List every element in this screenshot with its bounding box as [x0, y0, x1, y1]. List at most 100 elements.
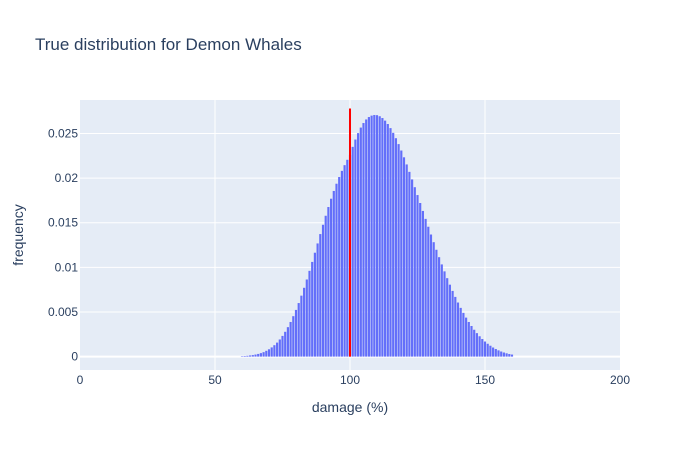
histogram-bar	[346, 160, 348, 357]
histogram-bar	[260, 353, 262, 356]
histogram-bar	[468, 322, 470, 357]
y-tick-label: 0.02	[55, 171, 79, 185]
histogram-bar	[335, 184, 337, 357]
y-tick-label: 0.015	[48, 216, 78, 230]
histogram-bar	[300, 296, 302, 357]
histogram-bar	[419, 203, 421, 357]
histogram-bar	[341, 171, 343, 357]
histogram-bar	[481, 339, 483, 357]
histogram-bar	[368, 117, 370, 357]
histogram-bar	[244, 356, 246, 357]
histogram-bar	[273, 345, 275, 356]
histogram-bar	[408, 172, 410, 357]
histogram-bar	[503, 353, 505, 357]
histogram-bar	[263, 352, 265, 356]
x-tick-label: 100	[340, 373, 360, 387]
histogram-bar	[433, 242, 435, 356]
histogram-bar	[308, 271, 310, 357]
histogram-bar	[395, 138, 397, 356]
histogram-bar	[325, 216, 327, 357]
histogram-bar	[330, 199, 332, 357]
histogram-bar	[365, 119, 367, 356]
x-tick-label: 200	[610, 373, 630, 387]
histogram-bar	[295, 310, 297, 357]
histogram-bar	[306, 279, 308, 356]
histogram-bar	[500, 352, 502, 357]
histogram-bar	[303, 288, 305, 357]
histogram-bar	[279, 339, 281, 356]
histogram-bar	[344, 165, 346, 356]
histogram-bar	[400, 151, 402, 357]
histogram-bar	[298, 303, 300, 357]
histogram-bar	[484, 342, 486, 357]
histogram-bar	[462, 313, 464, 357]
histogram-bar	[454, 297, 456, 357]
histogram-bar	[362, 123, 364, 357]
chart-title: True distribution for Demon Whales	[35, 35, 302, 54]
histogram-bar	[476, 333, 478, 356]
y-tick-label: 0.01	[55, 260, 79, 274]
histogram-bar	[333, 191, 335, 357]
histogram-bar	[249, 355, 251, 356]
histogram-bar	[506, 353, 508, 356]
histogram-bar	[487, 344, 489, 357]
histogram-bar	[290, 322, 292, 357]
histogram-bar	[427, 227, 429, 357]
y-axis-title: frequency	[10, 204, 26, 265]
histogram-bar	[441, 264, 443, 356]
histogram-bar	[430, 235, 432, 357]
y-tick-label: 0.005	[48, 305, 78, 319]
histogram-bar	[495, 349, 497, 357]
histogram-bar	[268, 349, 270, 356]
histogram-bar	[319, 234, 321, 357]
histogram-bar	[403, 157, 405, 356]
histogram-bar	[354, 140, 356, 357]
histogram-bar	[360, 128, 362, 357]
x-tick-label: 150	[475, 373, 495, 387]
histogram-bar	[276, 343, 278, 357]
histogram-bar	[254, 355, 256, 357]
x-axis-title: damage (%)	[312, 399, 388, 415]
x-tick-label: 50	[208, 373, 222, 387]
y-tick-label: 0	[71, 350, 78, 364]
histogram-bar	[425, 219, 427, 357]
histogram-bar	[438, 257, 440, 356]
histogram-bar	[311, 262, 313, 357]
histogram-bar	[287, 327, 289, 356]
histogram-bar	[284, 332, 286, 357]
histogram-bar	[457, 303, 459, 357]
histogram-bar	[492, 348, 494, 357]
histogram-bar	[381, 118, 383, 357]
histogram-bar	[470, 326, 472, 357]
histogram-bar	[452, 291, 454, 357]
histogram-bar	[449, 285, 451, 357]
histogram-bar	[446, 278, 448, 356]
histogram-bar	[257, 354, 259, 357]
histogram-bar	[352, 147, 354, 357]
histogram-bar	[460, 308, 462, 357]
histogram-bar	[392, 133, 394, 357]
histogram-bar	[465, 318, 467, 357]
histogram-bar	[414, 187, 416, 356]
histogram-bar	[327, 207, 329, 357]
histogram-bar	[373, 115, 375, 357]
histogram-bar	[389, 128, 391, 356]
histogram-bar	[357, 133, 359, 356]
histogram-bar	[511, 355, 513, 357]
histogram-bar	[479, 336, 481, 356]
x-tick-label: 0	[77, 373, 84, 387]
histogram-bar	[317, 243, 319, 356]
histogram-bar	[411, 179, 413, 356]
histogram-bar	[252, 355, 254, 357]
histogram-bar	[497, 350, 499, 356]
y-tick-label: 0.025	[48, 126, 78, 140]
histogram-bar	[443, 271, 445, 356]
histogram-bar	[422, 211, 424, 357]
histogram-bar	[508, 354, 510, 357]
histogram-bar	[314, 253, 316, 357]
histogram-bar	[376, 115, 378, 356]
histogram-bar	[379, 116, 381, 356]
histogram-bar	[416, 195, 418, 357]
